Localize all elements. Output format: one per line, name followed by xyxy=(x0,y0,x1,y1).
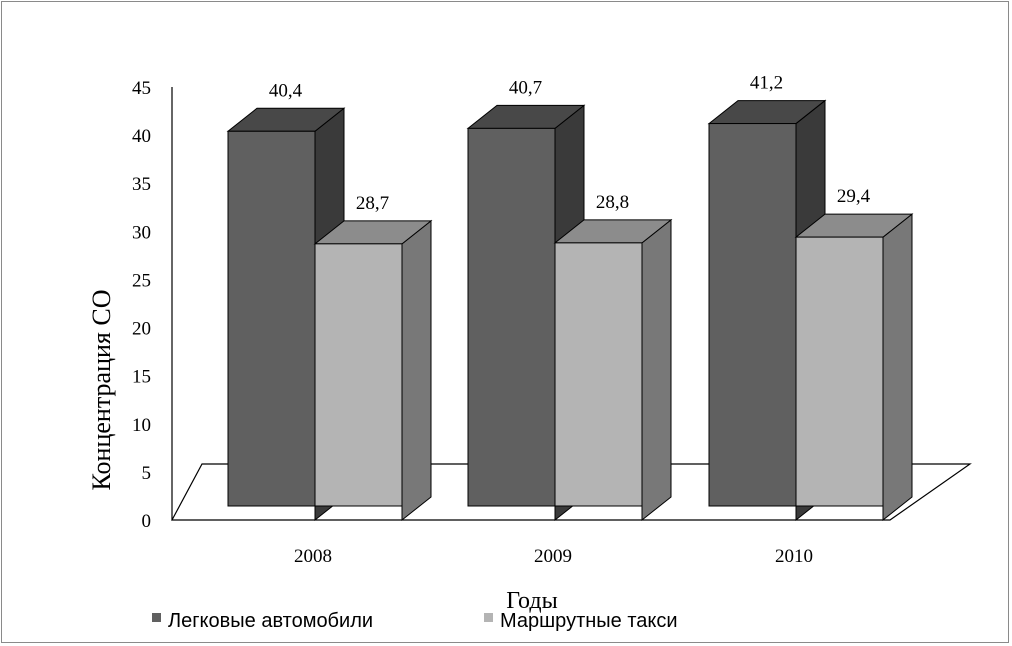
data-label: 40,4 xyxy=(269,80,303,101)
y-tick-label: 25 xyxy=(132,270,151,291)
data-label: 41,2 xyxy=(750,73,783,94)
data-labels: 40,4 28,7 40,7 28,8 41,2 29,4 xyxy=(269,73,871,214)
bar-front xyxy=(708,123,797,507)
y-tick-label: 20 xyxy=(132,319,151,340)
bar-front xyxy=(227,130,316,507)
bars xyxy=(226,99,914,522)
bar xyxy=(553,218,673,522)
bar xyxy=(707,99,827,522)
bar-front xyxy=(795,236,884,507)
legend-label-taxis: Маршрутные такси xyxy=(500,610,678,632)
data-label: 28,7 xyxy=(356,193,389,214)
x-axis-title: Годы xyxy=(506,588,557,614)
y-tick-label: 35 xyxy=(132,174,151,195)
data-label: 29,4 xyxy=(837,186,871,207)
x-tick-labels: 2008 2009 2010 xyxy=(294,546,813,567)
legend-label-cars: Легковые автомобили xyxy=(168,610,373,632)
y-tick-label: 15 xyxy=(132,367,151,388)
bar xyxy=(313,219,433,522)
bar xyxy=(226,107,346,522)
legend-swatch-cars xyxy=(152,613,161,622)
y-tick-label: 30 xyxy=(132,222,151,243)
y-axis-title: Концентрация СО xyxy=(87,290,116,491)
y-tick-label: 0 xyxy=(142,511,152,532)
y-tick-label: 5 xyxy=(142,463,152,484)
bar-side xyxy=(401,219,432,522)
y-tick-label: 45 xyxy=(132,78,151,99)
bar-front xyxy=(554,242,643,507)
bar-side xyxy=(641,218,672,522)
data-label: 40,7 xyxy=(509,77,542,98)
legend: Легковые автомобили Маршрутные такси xyxy=(152,610,678,632)
legend-swatch-taxis xyxy=(484,613,493,622)
bar xyxy=(794,213,914,522)
bar-side xyxy=(882,213,913,522)
y-tick-label: 10 xyxy=(132,415,151,436)
x-tick-label: 2008 xyxy=(294,546,332,567)
y-tick-label: 40 xyxy=(132,126,151,147)
data-label: 28,8 xyxy=(596,192,629,213)
x-tick-label: 2009 xyxy=(534,546,572,567)
bar-front xyxy=(467,127,556,507)
y-tick-labels: 0 5 10 15 20 25 30 35 40 45 xyxy=(132,78,151,532)
x-tick-label: 2010 xyxy=(775,546,813,567)
bar-front xyxy=(314,243,403,507)
